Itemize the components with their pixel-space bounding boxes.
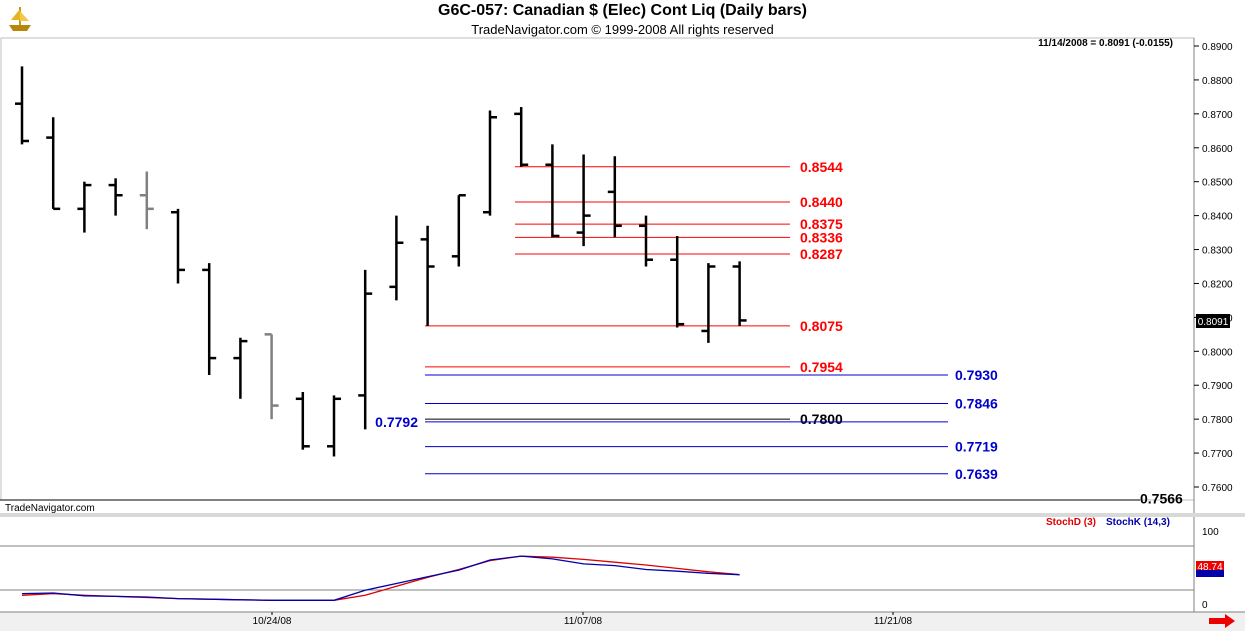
stoch-k-legend: StochK (14,3) xyxy=(1106,517,1170,528)
level-label-0.7800: 0.7800 xyxy=(800,411,843,427)
date-ticks: 10/24/08 11/07/08 11/21/08 xyxy=(253,612,913,627)
chart-header: G6C-057: Canadian $ (Elec) Cont Liq (Dai… xyxy=(0,0,1245,38)
ohlc-bar xyxy=(607,156,622,238)
ohlc-bar xyxy=(15,66,29,145)
stoch-d-legend: StochD (3) xyxy=(1046,517,1096,528)
ohlc-bar xyxy=(264,333,279,420)
ohlc-bar xyxy=(108,178,123,216)
price-y-tick-label: 0.7700 xyxy=(1202,449,1233,460)
price-y-tick-label: 0.8600 xyxy=(1202,144,1233,155)
price-y-tick-label: 0.7800 xyxy=(1202,415,1233,426)
ohlc-bar xyxy=(295,392,310,450)
level-label-0.7792: 0.7792 xyxy=(375,414,418,430)
ohlc-bar xyxy=(389,215,404,301)
last-bar-info: 11/14/2008 = 0.8091 (-0.0155) xyxy=(1038,38,1173,49)
chart-subtitle: TradeNavigator.com © 1999-2008 All right… xyxy=(471,22,774,37)
date-axis-strip xyxy=(0,612,1245,631)
price-y-tick-label: 0.8200 xyxy=(1202,279,1233,290)
ohlc-bar xyxy=(327,395,341,457)
trade-navigator-logo xyxy=(4,3,36,35)
scroll-right-arrow-icon[interactable] xyxy=(1208,614,1236,628)
date-tick-label: 10/24/08 xyxy=(253,616,292,627)
ohlc-bar xyxy=(233,337,248,399)
stoch-line-k xyxy=(21,555,740,601)
stoch-y-tick-100: 100 xyxy=(1202,527,1219,538)
price-bars-group xyxy=(15,66,747,457)
last-price-label: 0.8091 xyxy=(1198,317,1229,328)
level-label-0.7566: 0.7566 xyxy=(1140,491,1183,507)
ohlc-bar xyxy=(46,117,61,211)
ohlc-bar xyxy=(358,269,373,430)
price-y-tick-label: 0.8500 xyxy=(1202,178,1233,189)
level-label-0.7846: 0.7846 xyxy=(955,396,998,412)
ohlc-bar xyxy=(451,194,466,267)
ohlc-bar xyxy=(139,171,154,230)
price-y-tick-label: 0.8700 xyxy=(1202,110,1233,121)
price-y-ticks: 0.8900 0.8800 0.8700 0.8600 0.8500 0.8400 0.83… xyxy=(1194,42,1233,494)
ohlc-bar xyxy=(639,215,653,267)
price-y-tick-label: 0.8900 xyxy=(1202,42,1233,53)
level-label-0.8075: 0.8075 xyxy=(800,318,843,334)
ohlc-bar xyxy=(202,263,217,376)
stoch-value-label: 48.74 xyxy=(1197,562,1222,573)
ohlc-bar xyxy=(483,110,497,216)
ohlc-bar xyxy=(732,261,747,326)
panel-divider xyxy=(0,513,1245,517)
level-label-0.8440: 0.8440 xyxy=(800,194,843,210)
price-y-tick-label: 0.7600 xyxy=(1202,483,1233,494)
level-label-0.8336: 0.8336 xyxy=(800,229,843,245)
level-label-0.8375: 0.8375 xyxy=(800,216,843,232)
level-label-0.7639: 0.7639 xyxy=(955,466,998,482)
stoch-y-tick-0: 0 xyxy=(1202,600,1208,611)
level-label-0.7954: 0.7954 xyxy=(800,359,843,375)
level-label-0.7930: 0.7930 xyxy=(955,367,998,383)
ohlc-bar xyxy=(576,154,591,247)
date-tick-label: 11/21/08 xyxy=(874,616,913,627)
level-label-0.8544: 0.8544 xyxy=(800,159,843,175)
level-label-0.7719: 0.7719 xyxy=(955,439,998,455)
date-tick-label: 11/07/08 xyxy=(564,616,603,627)
ohlc-bar xyxy=(77,181,92,233)
price-y-tick-label: 0.8400 xyxy=(1202,212,1233,223)
stoch-lines-group xyxy=(21,555,740,601)
price-y-tick-label: 0.8300 xyxy=(1202,246,1233,257)
chart-title: G6C-057: Canadian $ (Elec) Cont Liq (Dai… xyxy=(438,2,807,19)
ohlc-bar xyxy=(420,225,435,326)
price-y-tick-label: 0.7900 xyxy=(1202,381,1233,392)
price-y-tick-label: 0.8000 xyxy=(1202,347,1233,358)
ohlc-bar xyxy=(701,263,716,343)
ohlc-bar xyxy=(171,208,185,284)
ohlc-bar xyxy=(545,144,560,238)
level-label-0.8287: 0.8287 xyxy=(800,246,843,262)
stoch-value-box-k xyxy=(1196,570,1224,577)
ohlc-bar xyxy=(514,107,529,167)
price-y-tick-label: 0.8800 xyxy=(1202,76,1233,87)
stoch-line-d xyxy=(21,555,740,601)
last-price-box xyxy=(1196,314,1230,328)
watermark-label: TradeNavigator.com xyxy=(5,503,95,514)
ohlc-bar xyxy=(670,235,685,328)
